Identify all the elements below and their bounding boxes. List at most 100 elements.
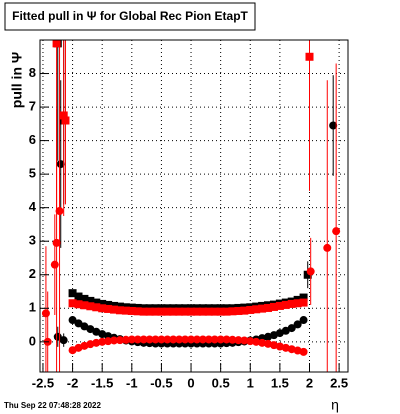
marker bbox=[104, 337, 113, 346]
y-tick-label: 5 bbox=[29, 166, 36, 181]
x-tick-label: -2.5 bbox=[32, 375, 54, 390]
marker bbox=[139, 335, 148, 344]
marker bbox=[139, 307, 148, 316]
marker bbox=[169, 307, 178, 316]
marker bbox=[110, 305, 119, 314]
x-tick-label: -1.5 bbox=[91, 375, 113, 390]
marker bbox=[80, 294, 89, 303]
marker bbox=[151, 335, 160, 344]
marker bbox=[303, 270, 312, 279]
marker bbox=[92, 303, 101, 312]
marker bbox=[234, 336, 243, 345]
marker bbox=[305, 52, 314, 61]
marker bbox=[163, 335, 172, 344]
marker bbox=[98, 304, 107, 313]
marker bbox=[240, 306, 249, 315]
title-box bbox=[4, 2, 256, 31]
marker bbox=[86, 302, 95, 311]
marker bbox=[52, 40, 61, 48]
marker bbox=[181, 307, 190, 316]
marker bbox=[104, 304, 113, 313]
marker bbox=[293, 299, 302, 308]
marker bbox=[252, 305, 261, 314]
y-tick-label: 3 bbox=[29, 233, 36, 248]
marker bbox=[41, 309, 50, 318]
marker bbox=[121, 306, 130, 315]
marker bbox=[92, 338, 101, 347]
marker bbox=[56, 160, 65, 169]
marker bbox=[246, 337, 255, 346]
marker bbox=[110, 336, 119, 345]
marker bbox=[104, 300, 113, 309]
x-tick-label: 2 bbox=[306, 375, 313, 390]
marker bbox=[192, 335, 201, 344]
marker bbox=[275, 301, 284, 310]
marker bbox=[74, 292, 83, 301]
marker bbox=[115, 336, 124, 345]
marker bbox=[258, 338, 267, 347]
marker bbox=[98, 299, 107, 308]
footer: Thu Sep 22 07:48:28 2022 bbox=[4, 401, 101, 410]
marker bbox=[163, 307, 172, 316]
y-tick-label: 4 bbox=[29, 199, 37, 214]
x-tick-label: 0.5 bbox=[212, 375, 230, 390]
marker bbox=[299, 298, 308, 307]
marker bbox=[216, 307, 225, 316]
marker bbox=[269, 302, 278, 311]
marker bbox=[299, 293, 308, 302]
marker bbox=[198, 335, 207, 344]
marker bbox=[222, 335, 231, 344]
x-tick-label: 0 bbox=[187, 375, 194, 390]
marker bbox=[187, 335, 196, 344]
marker bbox=[198, 307, 207, 316]
marker bbox=[240, 336, 249, 345]
marker bbox=[127, 335, 136, 344]
marker bbox=[86, 296, 95, 305]
marker bbox=[246, 305, 255, 314]
y-tick-label: 6 bbox=[29, 132, 36, 147]
marker bbox=[145, 307, 154, 316]
marker bbox=[222, 307, 231, 316]
x-tick-label: -1 bbox=[126, 375, 138, 390]
marker bbox=[299, 347, 308, 356]
marker bbox=[151, 307, 160, 316]
marker bbox=[59, 336, 68, 345]
marker bbox=[306, 267, 315, 276]
marker bbox=[192, 307, 201, 316]
y-tick-label: 2 bbox=[29, 266, 36, 281]
marker bbox=[210, 307, 219, 316]
marker bbox=[52, 238, 61, 247]
marker bbox=[258, 304, 267, 313]
marker bbox=[293, 320, 302, 329]
marker bbox=[74, 319, 83, 328]
marker bbox=[98, 337, 107, 346]
marker bbox=[68, 316, 77, 325]
marker bbox=[281, 300, 290, 309]
marker bbox=[287, 299, 296, 308]
marker bbox=[264, 303, 273, 312]
x-tick-label: 1.5 bbox=[271, 375, 289, 390]
y-tick-label: 8 bbox=[29, 65, 36, 80]
marker bbox=[50, 260, 59, 269]
x-tick-label: -0.5 bbox=[150, 375, 172, 390]
marker bbox=[169, 335, 178, 344]
marker bbox=[234, 306, 243, 315]
marker bbox=[299, 316, 308, 325]
marker bbox=[175, 307, 184, 316]
x-tick-label: 2.5 bbox=[330, 375, 348, 390]
marker bbox=[92, 298, 101, 307]
y-axis-label: pull in Ψ bbox=[9, 52, 25, 108]
marker bbox=[287, 324, 296, 333]
marker bbox=[59, 111, 68, 120]
marker bbox=[74, 300, 83, 309]
marker bbox=[157, 307, 166, 316]
y-tick-label: 0 bbox=[29, 333, 36, 348]
marker bbox=[68, 299, 77, 308]
frame bbox=[39, 39, 349, 373]
marker bbox=[115, 306, 124, 315]
data-layer bbox=[41, 40, 341, 372]
x-tick-label: 1 bbox=[247, 375, 254, 390]
marker bbox=[210, 335, 219, 344]
marker bbox=[157, 335, 166, 344]
marker bbox=[323, 243, 332, 252]
